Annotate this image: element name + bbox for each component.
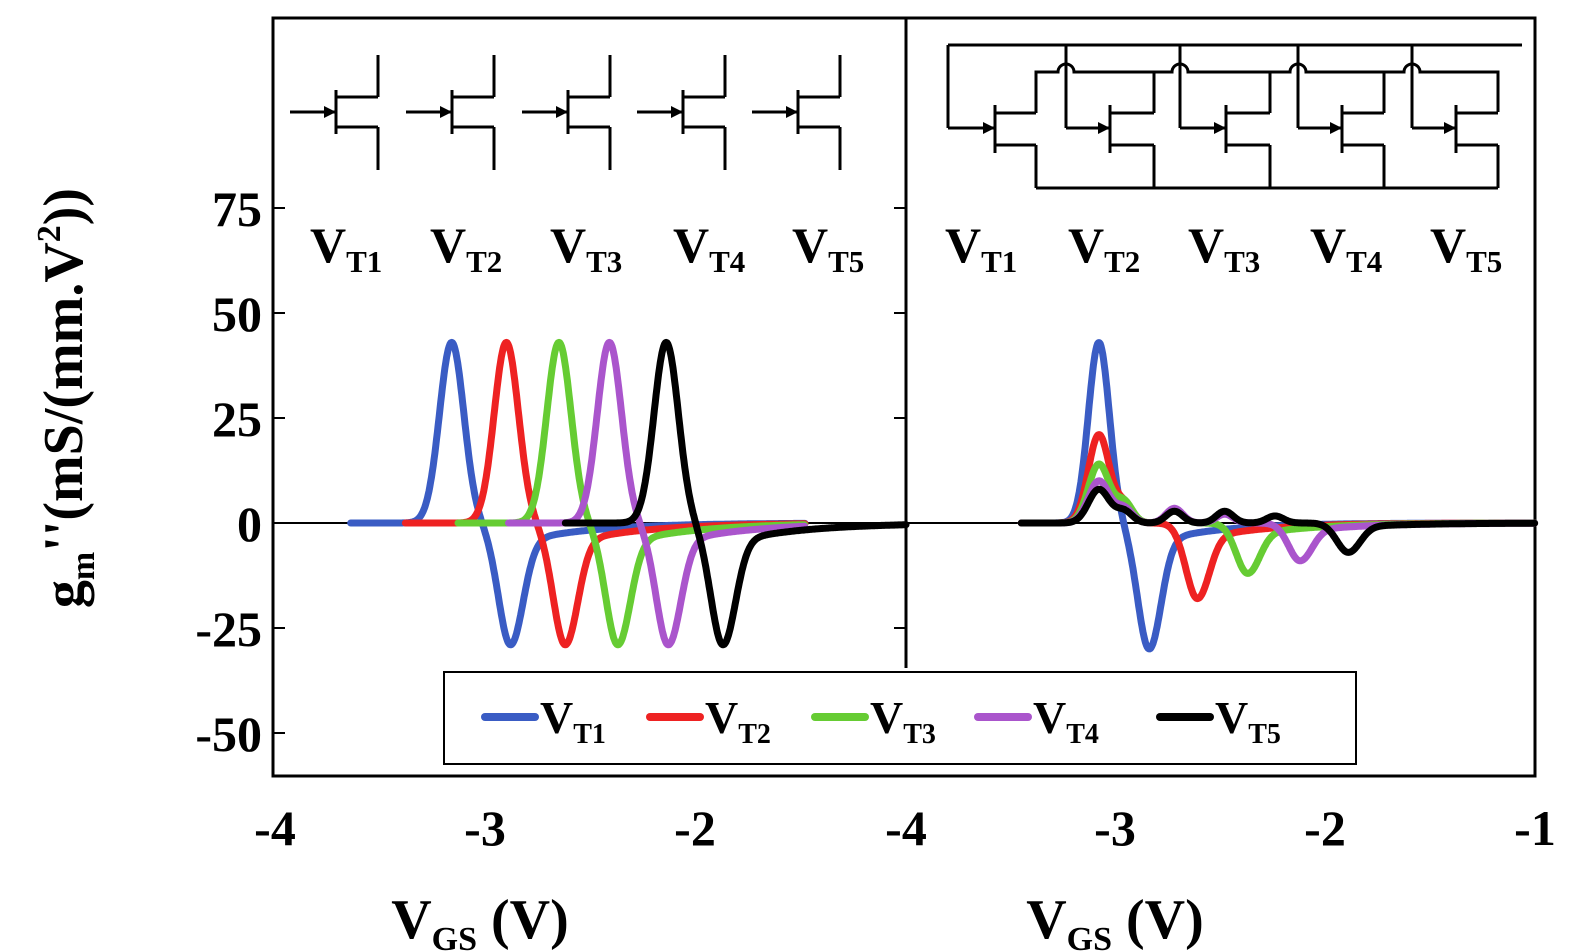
- legend-label-2: VT2: [705, 692, 771, 750]
- y-axis-label: gm''(mS/(mm.V2)): [31, 188, 102, 608]
- vt-labels-left: VT1 VT2 VT3 VT4 VT5: [310, 217, 864, 279]
- parallel-transistor-2: [1066, 72, 1156, 188]
- series-line-left-vt5: [561, 338, 910, 649]
- y-tick-marks: [273, 207, 906, 734]
- y-tick-neg25: -25: [195, 601, 262, 657]
- transistor-symbol-3: [522, 55, 612, 170]
- x-axis-label-right: VGS (V): [1026, 889, 1204, 951]
- transistor-symbol-5: [752, 55, 842, 170]
- vt-label-right-1: VT1: [945, 217, 1017, 279]
- parallel-transistor-3: [1180, 72, 1272, 188]
- vt-label-right-5: VT5: [1430, 217, 1502, 279]
- legend-label-5: VT5: [1215, 692, 1281, 750]
- parallel-transistor-5: [1412, 105, 1498, 153]
- vt-label-left-4: VT4: [673, 217, 745, 279]
- vt-label-left-5: VT5: [792, 217, 864, 279]
- transistor-symbol-1: [290, 55, 380, 170]
- x-tick-right-neg2: -2: [1304, 800, 1346, 856]
- vt-labels-right: VT1 VT2 VT3 VT4 VT5: [945, 217, 1502, 279]
- vt-label-left-3: VT3: [550, 217, 622, 279]
- vt-label-right-2: VT2: [1068, 217, 1140, 279]
- x-tick-right-neg4: -4: [885, 800, 927, 856]
- curves-left-panel: [347, 338, 910, 649]
- vt-label-left-1: VT1: [310, 217, 382, 279]
- series-line-right-vt1: [1017, 339, 1539, 653]
- separate-transistors-schematic: [290, 55, 842, 170]
- y-tick-50: 50: [212, 286, 262, 342]
- vt-label-left-2: VT2: [430, 217, 502, 279]
- x-tick-left-neg4: -4: [254, 800, 296, 856]
- x-tick-left-neg3: -3: [464, 800, 506, 856]
- parallel-transistors-schematic: [946, 43, 1522, 190]
- legend-label-4: VT4: [1033, 692, 1099, 750]
- transistor-symbol-4: [637, 55, 727, 170]
- y-tick-neg50: -50: [195, 706, 262, 762]
- legend-label-3: VT3: [870, 692, 936, 750]
- transistor-symbol-2: [406, 55, 496, 170]
- y-tick-0: 0: [237, 496, 262, 552]
- legend-label-1: VT1: [540, 692, 606, 750]
- parallel-transistor-1: [948, 103, 1038, 188]
- curves-right-panel: [1017, 339, 1539, 653]
- y-tick-75: 75: [212, 181, 262, 237]
- x-tick-left-neg2: -2: [674, 800, 716, 856]
- series-line-left-vt4: [505, 338, 809, 649]
- x-tick-right-neg3: -3: [1094, 800, 1136, 856]
- vt-label-right-4: VT4: [1310, 217, 1382, 279]
- x-tick-right-neg1: -1: [1514, 800, 1556, 856]
- parallel-transistor-4: [1298, 72, 1386, 188]
- y-tick-25: 25: [212, 391, 262, 447]
- vt-label-right-3: VT3: [1188, 217, 1260, 279]
- legend: VT1 VT2 VT3 VT4 VT5: [443, 671, 1357, 765]
- plot-frame: [271, 16, 1537, 778]
- series-line-right-vt5: [1017, 485, 1539, 556]
- x-axis-label-left: VGS (V): [391, 889, 569, 951]
